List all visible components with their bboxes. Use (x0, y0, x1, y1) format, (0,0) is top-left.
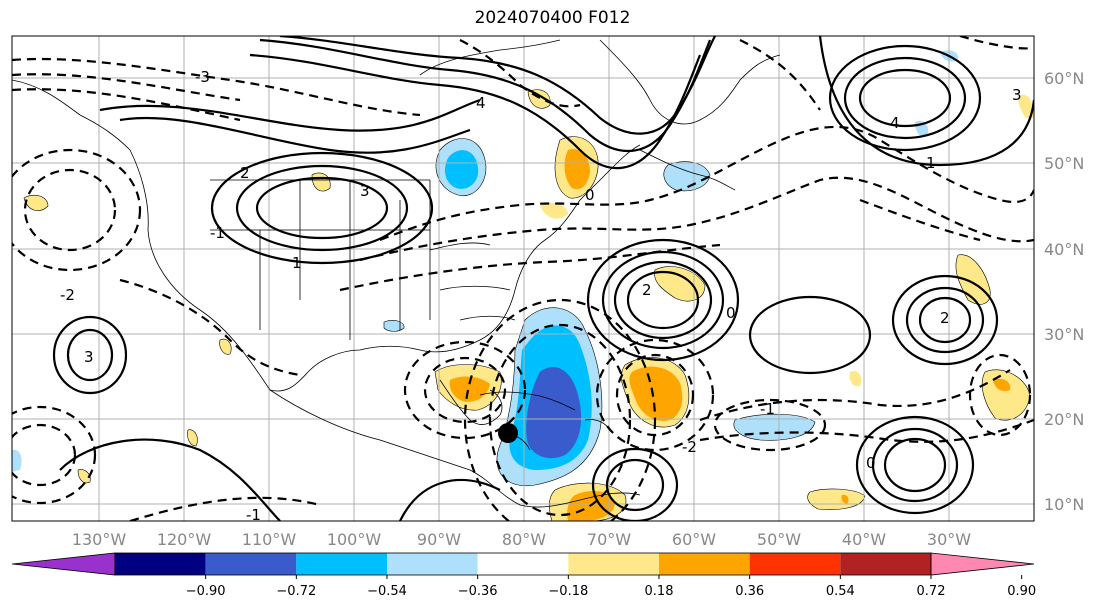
contour-labels: 4 3 2 1 0 -1 -2 -3 4 3 2 0 -1 2 3 1 0 -1… (60, 68, 1022, 524)
storm-center-marker (498, 423, 518, 443)
map-content: 4 3 2 1 0 -1 -2 -3 4 3 2 0 -1 2 3 1 0 -1… (12, 36, 1034, 524)
lon-label: 50°W (757, 530, 801, 549)
contour-label: 2 (642, 281, 652, 299)
lon-label: 110°W (242, 530, 297, 549)
longitude-labels: 130°W 120°W 110°W 100°W 90°W 80°W 70°W 6… (72, 530, 971, 549)
lon-label: 30°W (927, 530, 971, 549)
colorbar-swatch (296, 553, 387, 575)
lon-label: 120°W (157, 530, 212, 549)
colorbar-swatch (749, 553, 841, 575)
colorbar-swatch (568, 553, 659, 575)
colorbar-swatch (205, 553, 297, 575)
colorbar-tick-label: −0.90 (186, 584, 226, 599)
negative-shading (12, 50, 959, 487)
solid-contours (52, 36, 1034, 521)
colorbar-tick-label: 0.18 (645, 584, 674, 599)
lat-label: 10°N (1044, 495, 1084, 514)
contour-label: 3 (84, 348, 94, 366)
colorbar-tick-label: −0.18 (548, 584, 588, 599)
dashed-contours (12, 36, 1034, 521)
colorbar-outline (114, 552, 932, 576)
lon-label: 130°W (72, 530, 127, 549)
colorbar-extend-low (11, 552, 116, 576)
colorbar-tick-label: 0.54 (826, 584, 855, 599)
colorbar-ticks: −0.90 −0.72 −0.54 −0.36 −0.18 0.18 0.36 0.54 0.7… (186, 575, 1036, 599)
lon-label: 90°W (417, 530, 461, 549)
contour-label: -2 (682, 438, 697, 456)
contour-label: 3 (1012, 86, 1022, 104)
colorbar-tick-label: −0.36 (458, 584, 498, 599)
contour-label: -1 (760, 400, 775, 418)
colorbar-tick-label: −0.54 (367, 584, 407, 599)
contour-label: 1 (292, 254, 302, 272)
contour-label: 3 (360, 182, 370, 200)
lon-label: 70°W (587, 530, 631, 549)
contour-label: -2 (60, 286, 75, 304)
lat-label: 40°N (1044, 240, 1084, 259)
contour-label: 4 (890, 114, 900, 132)
colorbar-swatch (659, 553, 750, 575)
lat-label: 60°N (1044, 69, 1084, 88)
contour-label: -1 (246, 506, 261, 524)
colorbar-swatch (477, 553, 569, 575)
contour-label: 2 (240, 164, 250, 182)
map-title: 2024070400 F012 (474, 8, 631, 28)
colorbar-tick-label: 0.90 (1007, 584, 1036, 599)
lon-label: 80°W (502, 530, 546, 549)
lon-label: 60°W (672, 530, 716, 549)
colorbar (11, 552, 1035, 576)
lat-label: 50°N (1044, 154, 1084, 173)
contour-label: 1 (926, 154, 936, 172)
contour-label: 4 (476, 94, 486, 112)
colorbar-extend-high (930, 552, 1035, 576)
contour-label: 2 (940, 309, 950, 327)
lon-label: 40°W (842, 530, 886, 549)
contour-label: 0 (585, 186, 595, 204)
colorbar-swatch (840, 553, 931, 575)
lat-label: 20°N (1044, 410, 1084, 429)
colorbar-swatch (387, 553, 478, 575)
colorbar-tick-label: 0.72 (917, 584, 946, 599)
lon-label: 100°W (327, 530, 382, 549)
colorbar-tick-label: 0.36 (735, 584, 764, 599)
contour-label: 0 (866, 454, 876, 472)
latitude-labels: 60°N 50°N 40°N 30°N 20°N 10°N (1044, 69, 1084, 514)
contour-label: -1 (210, 224, 225, 242)
colorbar-swatch (115, 553, 206, 575)
contour-label: 0 (726, 304, 736, 322)
graticule (12, 36, 1034, 521)
contour-label: -3 (195, 68, 210, 86)
colorbar-tick-label: −0.72 (276, 584, 316, 599)
map-frame (11, 35, 1035, 522)
lat-label: 30°N (1044, 325, 1084, 344)
